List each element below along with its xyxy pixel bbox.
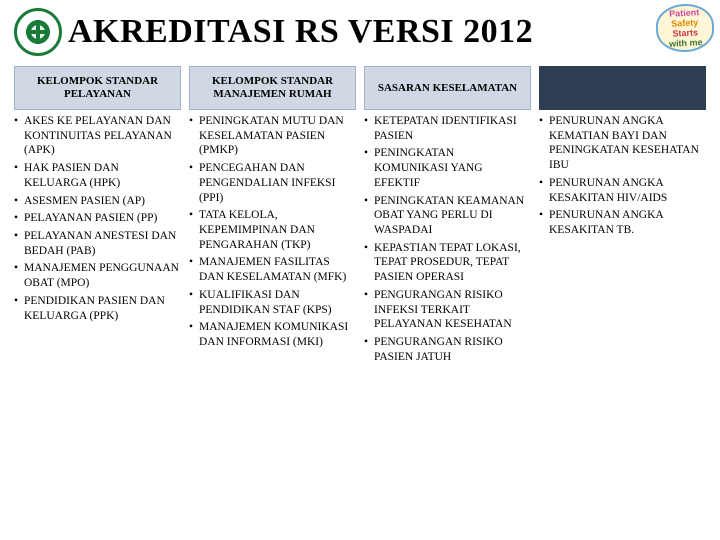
column-sasaran: SASARAN KESELAMATAN KETEPATAN IDENTIFIKA…: [364, 66, 531, 368]
list-item: PELAYANAN PASIEN (PP): [14, 211, 181, 226]
column-pelayanan: KELOMPOK STANDAR PELAYANAN AKES KE PELAY…: [14, 66, 181, 368]
item-list: AKES KE PELAYANAN DAN KONTINUITAS PELAYA…: [14, 114, 181, 323]
list-item: AKES KE PELAYANAN DAN KONTINUITAS PELAYA…: [14, 114, 181, 158]
header-row: AKREDITASI RS VERSI 2012: [14, 8, 706, 56]
list-item: PENINGKATAN MUTU DAN KESELAMATAN PASIEN …: [189, 114, 356, 158]
list-item: MANAJEMEN PENGGUNAAN OBAT (MPO): [14, 261, 181, 290]
logo-cross-icon: [24, 18, 52, 46]
hospital-logo-icon: [14, 8, 62, 56]
item-list: KETEPATAN IDENTIFIKASI PASIEN PENINGKATA…: [364, 114, 531, 365]
list-item: PENCEGAHAN DAN PENGENDALIAN INFEKSI (PPI…: [189, 161, 356, 205]
item-list: PENURUNAN ANGKA KEMATIAN BAYI DAN PENING…: [539, 114, 706, 238]
list-item: PELAYANAN ANESTESI DAN BEDAH (PAB): [14, 229, 181, 258]
list-item: PENINGKATAN KOMUNIKASI YANG EFEKTIF: [364, 146, 531, 190]
column-penurunan: PENURUNAN ANGKA KEMATIAN BAYI DAN PENING…: [539, 66, 706, 368]
list-item: MANAJEMEN KOMUNIKASI DAN INFORMASI (MKI): [189, 320, 356, 349]
list-item: PENGURANGAN RISIKO INFEKSI TERKAIT PELAY…: [364, 288, 531, 332]
list-item: PENURUNAN ANGKA KESAKITAN TB.: [539, 208, 706, 237]
column-header: SASARAN KESELAMATAN: [364, 66, 531, 110]
column-header: KELOMPOK STANDAR PELAYANAN: [14, 66, 181, 110]
patient-safety-badge-icon: Patient Safety Starts with me: [655, 3, 715, 54]
column-header: KELOMPOK STANDAR MANAJEMEN RUMAH: [189, 66, 356, 110]
list-item: KEPASTIAN TEPAT LOKASI, TEPAT PROSEDUR, …: [364, 241, 531, 285]
list-item: PENINGKATAN KEAMANAN OBAT YANG PERLU DI …: [364, 194, 531, 238]
list-item: TATA KELOLA, KEPEMIMPINAN DAN PENGARAHAN…: [189, 208, 356, 252]
slide-page: AKREDITASI RS VERSI 2012 Patient Safety …: [0, 0, 720, 540]
list-item: KETEPATAN IDENTIFIKASI PASIEN: [364, 114, 531, 143]
list-item: PENGURANGAN RISIKO PASIEN JATUH: [364, 335, 531, 364]
columns-container: KELOMPOK STANDAR PELAYANAN AKES KE PELAY…: [14, 66, 706, 368]
column-header: [539, 66, 706, 110]
list-item: PENDIDIKAN PASIEN DAN KELUARGA (PPK): [14, 294, 181, 323]
page-title: AKREDITASI RS VERSI 2012: [68, 13, 533, 51]
badge-line-4: with me: [669, 37, 703, 49]
list-item: HAK PASIEN DAN KELUARGA (HPK): [14, 161, 181, 190]
list-item: MANAJEMEN FASILITAS DAN KESELAMATAN (MFK…: [189, 255, 356, 284]
list-item: PENURUNAN ANGKA KEMATIAN BAYI DAN PENING…: [539, 114, 706, 173]
list-item: KUALIFIKASI DAN PENDIDIKAN STAF (KPS): [189, 288, 356, 317]
column-manajemen: KELOMPOK STANDAR MANAJEMEN RUMAH PENINGK…: [189, 66, 356, 368]
item-list: PENINGKATAN MUTU DAN KESELAMATAN PASIEN …: [189, 114, 356, 350]
list-item: ASESMEN PASIEN (AP): [14, 194, 181, 209]
list-item: PENURUNAN ANGKA KESAKITAN HIV/AIDS: [539, 176, 706, 205]
